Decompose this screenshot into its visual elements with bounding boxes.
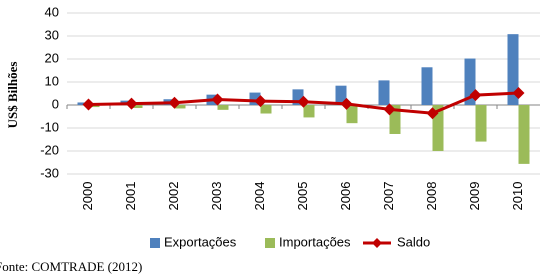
legend-swatch [372, 238, 382, 248]
y-tick-label: -30 [40, 165, 59, 180]
bar [475, 105, 487, 142]
marker [426, 107, 439, 120]
y-tick-label: 10 [45, 73, 59, 88]
marker [512, 87, 525, 100]
bar [217, 105, 229, 110]
y-tick-label: 0 [52, 96, 59, 111]
y-tick-label: 20 [45, 50, 59, 65]
marker [125, 97, 138, 110]
x-tick-label: 2002 [166, 182, 181, 211]
bar [346, 105, 358, 124]
marker [469, 89, 482, 102]
marker [340, 97, 353, 110]
x-tick-label: 2000 [80, 182, 95, 211]
x-tick-label: 2004 [252, 182, 267, 211]
y-tick-label: -20 [40, 142, 59, 157]
bar [292, 89, 304, 105]
legend-label: Exportações [164, 234, 237, 249]
marker [168, 96, 181, 109]
bar [421, 67, 433, 105]
bar [131, 105, 143, 108]
x-tick-label: 2009 [467, 182, 482, 211]
x-tick-label: 2010 [510, 182, 525, 211]
bar [432, 105, 444, 151]
marker [297, 95, 310, 108]
bar [249, 92, 261, 105]
x-tick-label: 2005 [295, 182, 310, 211]
bar [507, 34, 519, 105]
bar [389, 105, 401, 134]
source: Fonte: COMTRADE (2012) [0, 259, 142, 274]
marker [254, 95, 267, 108]
bar [518, 105, 530, 164]
bar [174, 105, 186, 109]
marker [82, 98, 95, 111]
x-tick-label: 2008 [424, 182, 439, 211]
y-tick-label: -10 [40, 119, 59, 134]
bar [77, 102, 89, 105]
marker [211, 93, 224, 106]
legend-swatch [150, 238, 160, 248]
y-tick-label: 30 [45, 27, 59, 42]
bar [303, 105, 315, 118]
legend-swatch [265, 238, 275, 248]
y-tick-label: 40 [45, 4, 59, 19]
y-axis-label: US$ Bilhões [5, 62, 20, 129]
bar [464, 58, 476, 105]
x-tick-label: 2001 [123, 182, 138, 211]
x-tick-label: 2007 [381, 182, 396, 211]
bar [260, 105, 272, 114]
bar [378, 80, 390, 105]
bar [335, 85, 347, 105]
legend-label: Importações [279, 234, 351, 249]
legend-label: Saldo [397, 234, 430, 249]
marker [383, 103, 396, 116]
x-tick-label: 2003 [209, 182, 224, 211]
bar [88, 105, 100, 108]
x-tick-label: 2006 [338, 182, 353, 211]
